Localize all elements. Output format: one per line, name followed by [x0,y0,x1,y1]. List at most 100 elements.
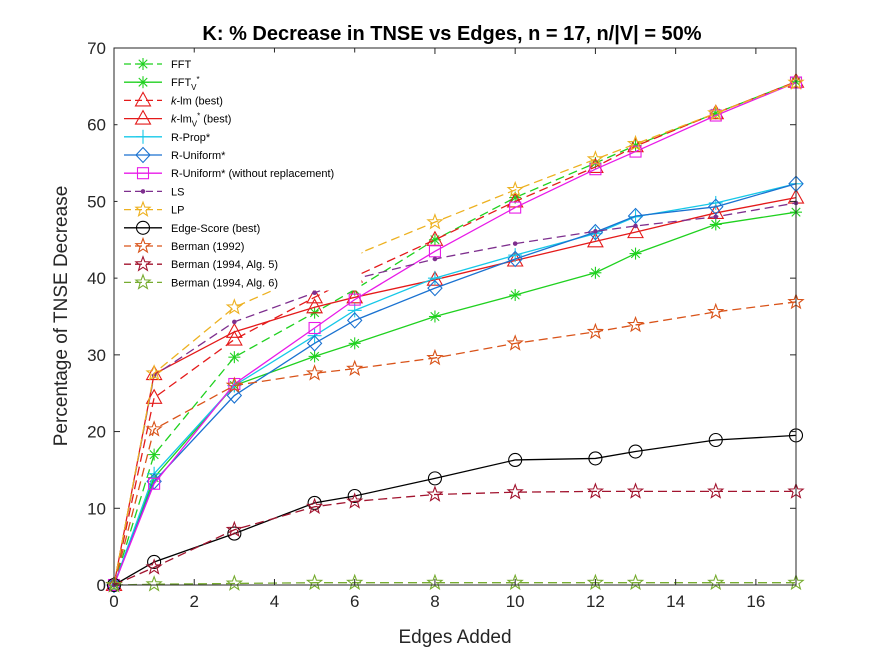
data-point-runif [306,335,323,352]
data-point-edge [508,452,523,468]
data-point-lp [145,364,163,381]
data-point-edge [628,444,643,459]
data-point-fft [148,448,161,461]
legend-label: R-Uniform* [171,150,226,162]
data-point-lp [225,298,244,315]
data-point-fftv [709,218,722,231]
legend-box [117,52,362,291]
data-point-runif [427,279,443,297]
legend-entry-edge: Edge-Score (best) [124,220,260,235]
data-point-rprop [508,248,523,263]
series-line-edge [113,434,797,586]
legend-marker [134,200,152,217]
data-point-runif [587,223,604,241]
series-line-runif [113,183,797,586]
data-point-b1992 [707,302,725,320]
data-point-rprop [427,271,442,286]
x-tick-label: 4 [270,592,279,611]
data-point-edge [708,432,723,448]
data-point-b1994a5 [626,482,645,499]
data-point-edge [147,554,162,570]
data-point-edge [588,451,603,466]
legend-marker [135,146,151,164]
legend-marker [134,91,152,107]
data-point-ls [633,223,638,229]
data-point-b1994a5 [145,558,163,575]
data-point-ls [232,319,237,325]
legend-entry-rprop: R-Prop* [124,129,211,144]
legend-label: Edge-Score (best) [171,223,260,235]
series-line-b1994a5 [113,490,796,586]
data-point-b1994a6 [346,573,364,591]
legend-label: Berman (1994, Alg. 5) [171,259,278,271]
legend-marker [134,255,152,272]
data-point-b1994a5 [586,482,605,499]
y-tick-label: 20 [87,423,106,442]
series-runif [106,175,804,594]
y-tick-label: 40 [87,269,106,288]
data-point-klmv [627,222,644,239]
x-axis-label: Edges Added [398,627,511,648]
series-line-klm [113,81,797,586]
data-point-rprop [347,303,362,318]
data-point-b1992 [586,322,605,340]
data-point-runifw [308,321,321,335]
data-point-klmv [346,288,364,304]
series-layer [105,72,805,594]
data-point-runif [507,250,523,268]
data-point-b1994a5 [707,482,725,499]
data-point-ls [312,290,317,296]
data-point-lp [707,104,725,121]
data-point-fftv [589,266,602,279]
y-tick-label: 50 [87,192,106,211]
data-point-b1994a6 [787,573,805,591]
legend-marker [137,58,149,70]
series-line-runifw [113,81,797,586]
data-point-fftv [509,289,522,302]
data-point-ls [713,214,719,220]
data-point-fftv [308,350,321,363]
chart-title: K: % Decrease in TNSE vs Edges, n = 17, … [202,23,701,45]
data-point-ls [512,241,518,246]
axes-layer [113,47,797,586]
data-point-klm [306,288,324,304]
legend-label: Berman (1994, Alg. 6) [171,277,278,289]
data-point-ls [593,229,598,234]
data-point-runifw [589,163,602,176]
data-point-b1994a5 [225,520,244,538]
legend-entry-lp: LP [124,200,184,217]
data-point-b1992 [305,364,324,381]
legend-entry-runif: R-Uniform* [124,146,226,164]
legend-entry-b1994a5: Berman (1994, Alg. 5) [124,255,278,272]
legend-label: k-lmV* (best) [171,112,231,129]
x-tick-label: 14 [666,592,685,611]
legend-label: Berman (1992) [171,241,244,253]
data-point-b1992 [225,376,244,393]
x-tick-label: 10 [506,592,525,611]
legend-label: R-Prop* [171,132,211,144]
data-point-runifw [348,293,361,306]
y-tick-label: 30 [87,346,106,365]
legend-marker [134,109,152,125]
legend-label: FFT [171,59,191,71]
data-point-b1992 [506,334,524,351]
legend-label: LP [171,205,184,217]
legend-marker [134,273,152,290]
series-line-lp [113,81,797,586]
series-line-b1994a6 [113,582,796,586]
legend-marker [134,236,152,254]
data-point-runif [346,312,363,329]
x-tick-label: 2 [190,592,199,611]
legend-entry-fft: FFT [124,58,191,71]
series-ls [111,200,799,588]
data-point-klmv [225,322,243,338]
data-point-b1994a5 [506,483,524,500]
data-point-lp [626,134,645,152]
x-tick-label: 8 [430,592,439,611]
data-point-fftv [428,310,441,323]
data-point-b1994a6 [426,573,444,591]
data-point-klm [586,157,604,173]
data-point-runif [627,207,644,225]
data-point-b1992 [426,348,444,366]
legend-marker [136,167,150,180]
